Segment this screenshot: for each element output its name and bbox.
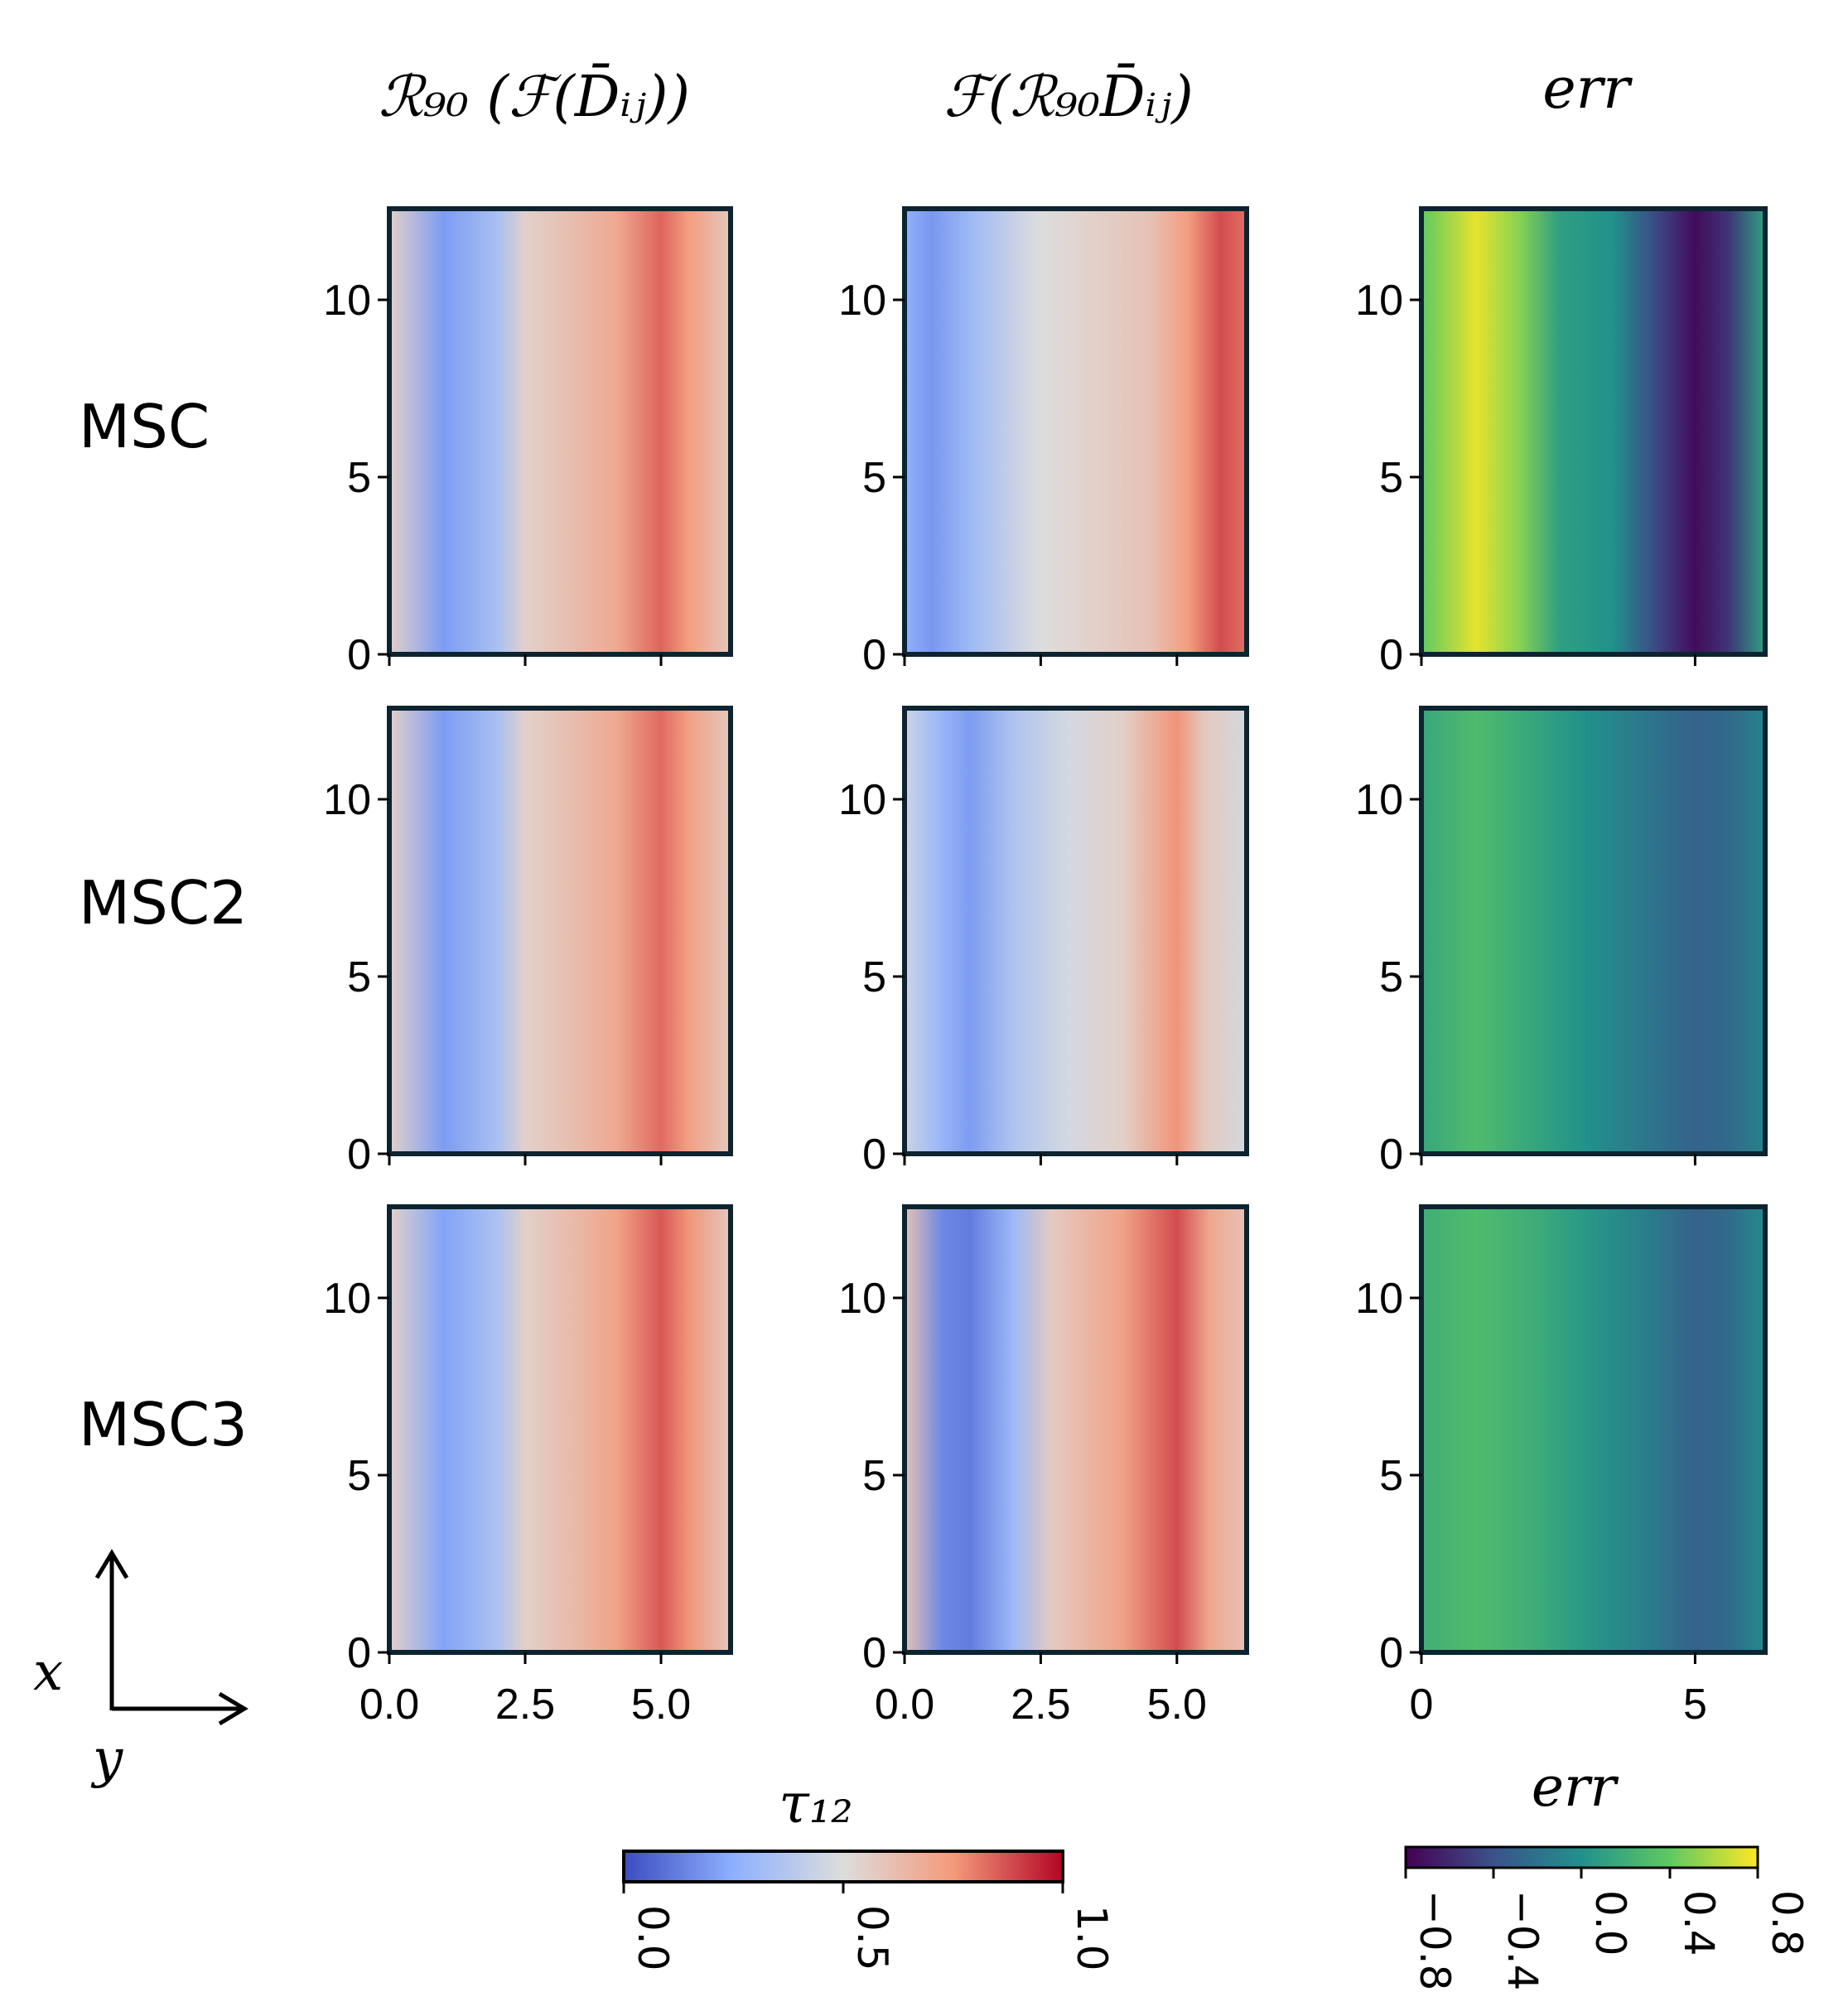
panel-frame (387, 1204, 733, 1655)
y-tick-label: 5 (862, 454, 886, 502)
panel-frame (1419, 706, 1768, 1156)
heatmap-field-msc2-col3 (1421, 708, 1765, 1154)
axes-orientation-indicator: x y (33, 1549, 248, 1790)
colorbar-err-label: err (1532, 1755, 1619, 1819)
panel-grid (378, 206, 1768, 1664)
colorbar-err (1404, 1845, 1759, 1869)
heatmap-panel-msc3-col3 (1410, 1204, 1768, 1664)
heatmap-field-msc3-col3 (1421, 1207, 1765, 1652)
y-tick-label: 5 (347, 953, 371, 1001)
panel-frame (1419, 206, 1768, 657)
y-tick-label: 0 (347, 631, 371, 679)
colorbar-err-tick-label: −0.8 (1411, 1890, 1459, 1990)
x-tick-label: 0.0 (359, 1681, 419, 1729)
row-label-msc: MSC (79, 392, 210, 461)
heatmap-panel-msc-col3 (1410, 206, 1768, 666)
y-tick-label: 5 (1379, 1452, 1403, 1500)
y-tick-label: 0 (1379, 1131, 1403, 1179)
heatmap-field-msc2-col1 (389, 708, 731, 1154)
y-tick-label: 10 (838, 776, 886, 824)
row-label-msc2: MSC2 (79, 868, 248, 938)
y-tick-label: 0 (1379, 631, 1403, 679)
colorbar-err-tick-label: 0.4 (1675, 1890, 1723, 1956)
x-tick-label: 5.0 (631, 1681, 691, 1729)
panel-frame (387, 706, 733, 1156)
y-tick-label: 10 (838, 1275, 886, 1323)
colorbar-tau-tick-label: 1.0 (1068, 1905, 1116, 1971)
x-arrow-head (94, 1549, 129, 1580)
column-title-2: ℱ(ℛ₉₀D̄ᵢⱼ) (943, 65, 1193, 130)
heatmap-panel-msc3-col2 (893, 1204, 1249, 1664)
tick-labels: 0 5 10 0 5 10 0 5 10 0 5 10 0 5 10 0 5 10 0 5 10 0.0 2.5 5.0 0 5 1… (323, 277, 1707, 1729)
x-tick-label: 2.5 (495, 1681, 555, 1729)
y-tick-label: 0 (862, 1629, 886, 1677)
y-tick-label: 0 (347, 1131, 371, 1179)
y-tick-label: 10 (1355, 776, 1403, 824)
heatmap-panel-msc2-col3 (1410, 706, 1768, 1165)
x-tick-label: 5.0 (1147, 1681, 1207, 1729)
colorbar-err-tick-label: 0.0 (1586, 1890, 1634, 1956)
column-title-3: err (1542, 56, 1633, 122)
y-tick-label: 5 (862, 1452, 886, 1500)
y-tick-label: 10 (838, 277, 886, 325)
y-tick-label: 5 (347, 1452, 371, 1500)
y-arrow-head (218, 1691, 248, 1726)
heatmap-field-msc-col1 (389, 209, 731, 654)
panel-frame (387, 206, 733, 657)
colorbar-err-tick-label: −0.4 (1498, 1890, 1546, 1990)
x-tick-label: 0.0 (875, 1681, 934, 1729)
panel-frame (902, 1204, 1249, 1655)
y-tick-label: 10 (323, 277, 371, 325)
colorbar-tau (622, 1850, 1064, 1883)
y-tick-label: 10 (1355, 1275, 1403, 1323)
y-tick-label: 5 (347, 454, 371, 502)
y-tick-label: 10 (323, 776, 371, 824)
column-title-1: ℛ₉₀ (ℱ(D̄ᵢⱼ)) (379, 65, 690, 130)
y-tick-label: 5 (1379, 953, 1403, 1001)
heatmap-panel-msc3-col1 (378, 1204, 733, 1664)
heatmap-field-msc2-col2 (905, 708, 1247, 1154)
colorbars: τ₁₂ err 0.0 0.5 1.0 −0.8 −0.4 0.0 0.4 0.8 (622, 1755, 1811, 1990)
heatmap-field-msc3-col2 (905, 1207, 1247, 1652)
colorbar-tau-tick-label: 0.0 (629, 1905, 677, 1971)
heatmap-panel-msc-col1 (378, 206, 733, 666)
heatmap-field-msc3-col1 (389, 1207, 731, 1652)
y-tick-label: 10 (323, 1275, 371, 1323)
y-tick-label: 0 (862, 631, 886, 679)
y-tick-label: 0 (1379, 1629, 1403, 1677)
colorbar-tau-tick-label: 0.5 (848, 1905, 896, 1971)
colorbar-tau-label: τ₁₂ (779, 1772, 852, 1835)
heatmap-field-msc-col2 (905, 209, 1247, 654)
panel-frame (902, 706, 1249, 1156)
y-tick-label: 0 (862, 1131, 886, 1179)
y-tick-label: 0 (347, 1629, 371, 1677)
heatmap-panel-msc2-col2 (893, 706, 1249, 1165)
colorbar-err-tick-label: 0.8 (1763, 1890, 1811, 1956)
panel-frame (902, 206, 1249, 657)
x-tick-label: 5 (1683, 1681, 1707, 1729)
y-tick-label: 5 (862, 953, 886, 1001)
row-label-msc3: MSC3 (79, 1390, 248, 1459)
x-tick-label: 0 (1410, 1681, 1434, 1729)
y-axis-label: y (90, 1729, 123, 1790)
y-tick-label: 5 (1379, 454, 1403, 502)
heatmap-panel-msc2-col1 (378, 706, 733, 1165)
x-tick-label: 2.5 (1011, 1681, 1070, 1729)
y-tick-label: 10 (1355, 277, 1403, 325)
panel-frame (1419, 1204, 1768, 1655)
heatmap-field-msc-col3 (1421, 209, 1765, 654)
x-axis-label: x (33, 1642, 63, 1703)
heatmap-panel-msc-col2 (893, 206, 1249, 666)
